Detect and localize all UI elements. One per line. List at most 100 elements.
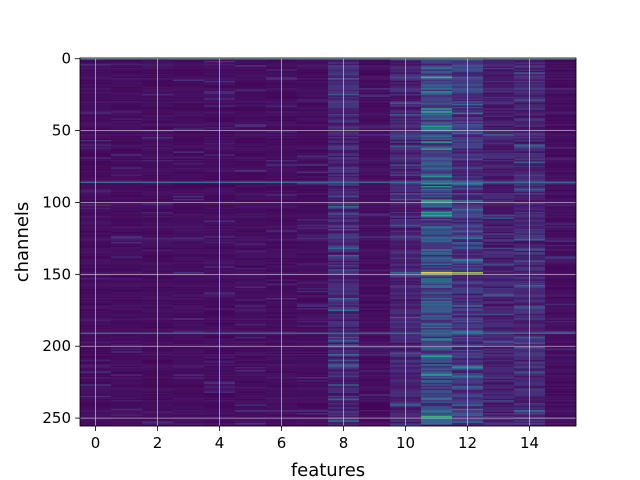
heatmap-cell [421, 188, 453, 191]
heatmap-cell [359, 266, 391, 269]
heatmap-cell [297, 257, 329, 260]
heatmap-cell [173, 69, 205, 72]
heatmap-cell [173, 322, 205, 325]
heatmap-cell [111, 198, 143, 201]
heatmap-cell [483, 131, 515, 133]
heatmap-cell [545, 142, 577, 145]
heatmap-cell [235, 81, 267, 83]
heatmap-cell [483, 385, 515, 388]
heatmap-cell [359, 190, 391, 192]
heatmap-cell [111, 184, 143, 187]
heatmap-cell [297, 361, 329, 363]
heatmap-cell [359, 63, 391, 66]
heatmap-cell [235, 240, 267, 243]
heatmap-cell [297, 392, 329, 395]
heatmap-cell [421, 272, 453, 274]
heatmap-cell [545, 178, 577, 181]
heatmap-cell [235, 173, 267, 175]
x-tick-label: 10 [396, 434, 415, 452]
heatmap-cell [545, 240, 577, 243]
heatmap-cell [483, 127, 515, 129]
heatmap-cell [483, 319, 515, 322]
heatmap-cell [359, 193, 391, 195]
heatmap-cell [297, 276, 329, 279]
heatmap-cell [545, 148, 577, 151]
heatmap-cell [545, 392, 577, 395]
heatmap-cell [545, 158, 577, 161]
heatmap-cell [421, 161, 453, 164]
heatmap-cell [359, 114, 391, 116]
heatmap-cell [421, 257, 453, 260]
heatmap-cell [235, 141, 267, 144]
heatmap-cell [545, 181, 577, 184]
heatmap-cell [111, 101, 143, 103]
heatmap-cell [421, 243, 453, 246]
heatmap-cell [545, 368, 577, 371]
heatmap-cell [359, 139, 391, 142]
heatmap-cell [359, 374, 391, 376]
heatmap-cell [173, 332, 205, 335]
heatmap-cell [359, 355, 391, 358]
heatmap-cell [483, 421, 515, 424]
heatmap-cell [483, 388, 515, 391]
heatmap-cell [111, 355, 143, 358]
heatmap-cell [545, 229, 577, 231]
heatmap-cell [235, 224, 267, 227]
heatmap-cell [483, 99, 515, 102]
heatmap-cell [421, 421, 453, 424]
heatmap-cell [483, 59, 515, 62]
heatmap-cell [173, 298, 205, 300]
heatmap-cell [235, 131, 267, 133]
heatmap-cell [545, 66, 577, 69]
heatmap-cell [359, 408, 391, 411]
heatmap-cell [545, 265, 577, 267]
heatmap-cell [111, 253, 143, 256]
heatmap-cell [359, 145, 391, 148]
heatmap-cell [359, 124, 391, 126]
x-axis-ticks: 0 2 4 6 8 10 12 14 [91, 426, 539, 452]
heatmap-cell [173, 415, 205, 418]
heatmap-cell [421, 104, 453, 106]
heatmap-cell [235, 384, 267, 386]
heatmap-cell [483, 391, 515, 394]
heatmap-cell [297, 319, 329, 322]
heatmap-cell [421, 114, 453, 116]
heatmap-cell [421, 191, 453, 194]
heatmap-cell [173, 63, 205, 66]
heatmap-cell [483, 299, 515, 302]
heatmap-cell [359, 364, 391, 366]
heatmap-cell [359, 407, 391, 409]
heatmap-cell [545, 367, 577, 369]
heatmap-cell [297, 288, 329, 290]
heatmap-cell [421, 204, 453, 207]
heatmap-cell [483, 83, 515, 86]
heatmap-cell [483, 221, 515, 224]
heatmap-cell [111, 116, 143, 119]
heatmap-cell [173, 423, 205, 425]
heatmap-cell [421, 354, 453, 356]
heatmap-cell [359, 108, 391, 110]
heatmap-cell [545, 296, 577, 299]
heatmap-cell [359, 312, 391, 315]
heatmap-cell [235, 305, 267, 307]
heatmap-cell [173, 223, 205, 225]
heatmap-cell [111, 336, 143, 339]
heatmap-cell [297, 364, 329, 366]
heatmap-cell [483, 118, 515, 121]
heatmap-cell [421, 378, 453, 381]
heatmap-cell [359, 300, 391, 303]
heatmap-cell [483, 180, 515, 182]
heatmap-cell [173, 365, 205, 368]
heatmap-cell [173, 111, 205, 113]
heatmap-cell [235, 139, 267, 142]
heatmap-cell [359, 231, 391, 234]
heatmap-cell [545, 203, 577, 205]
heatmap-cell [421, 111, 453, 113]
heatmap-cell [421, 289, 453, 292]
heatmap-cell [359, 338, 391, 340]
heatmap-cell [545, 93, 577, 96]
heatmap-cell [359, 269, 391, 271]
heatmap-cell [421, 331, 453, 333]
heatmap-cell [359, 121, 391, 123]
heatmap-cell [111, 332, 143, 335]
